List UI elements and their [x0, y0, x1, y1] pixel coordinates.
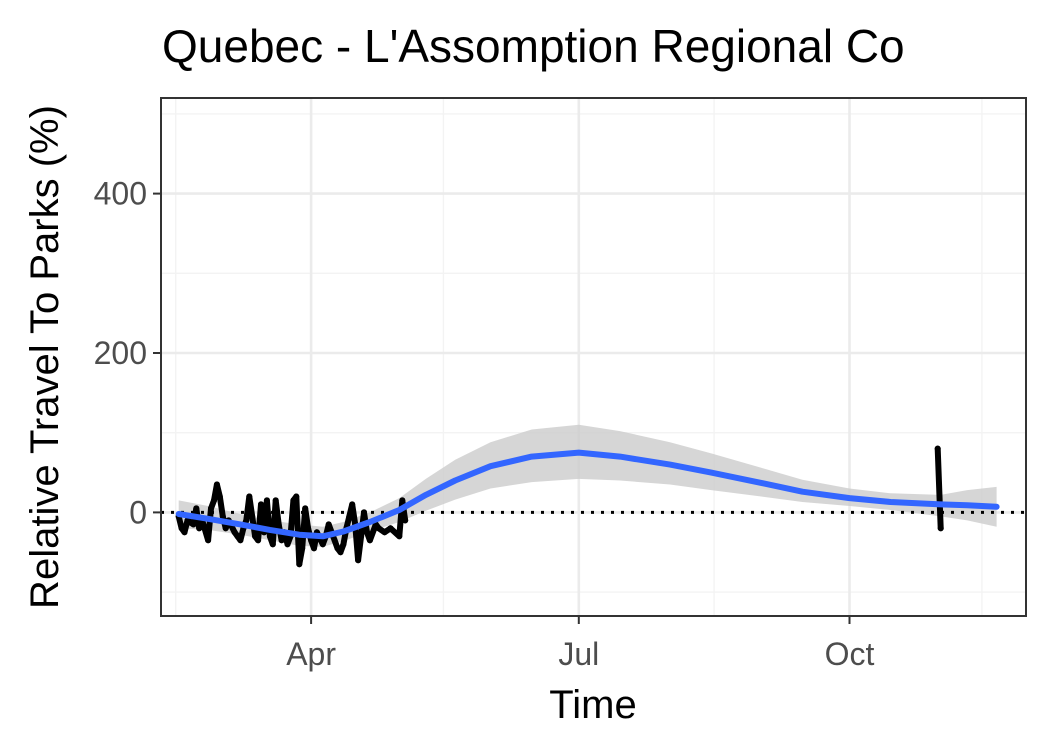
observed-point — [402, 517, 409, 524]
observed-point — [184, 517, 191, 524]
observed-point — [249, 513, 256, 520]
observed-point — [366, 537, 373, 544]
observed-point — [296, 561, 303, 568]
observed-point — [219, 513, 226, 520]
observed-point — [375, 525, 382, 532]
observed-point — [263, 497, 270, 504]
observed-point — [355, 557, 362, 564]
observed-point — [284, 541, 291, 548]
smoothed-series — [175, 449, 1000, 540]
observed-point — [196, 525, 203, 532]
observed-point — [243, 517, 250, 524]
observed-point — [934, 445, 941, 452]
observed-point — [337, 549, 344, 556]
observed-point — [190, 521, 197, 528]
observed-point — [255, 537, 262, 544]
observed-point — [299, 545, 306, 552]
observed-point — [302, 505, 309, 512]
x-tick-label: Jul — [558, 636, 599, 672]
observed-point — [937, 525, 944, 532]
observed-point — [246, 493, 253, 500]
observed-point — [381, 529, 388, 536]
observed-point — [205, 537, 212, 544]
observed-point — [358, 533, 365, 540]
x-tick-label: Apr — [286, 636, 336, 672]
observed-line-segment — [934, 445, 944, 532]
observed-point — [396, 533, 403, 540]
y-axis-title: Relative Travel To Parks (%) — [23, 105, 67, 609]
x-tick-label: Oct — [825, 636, 875, 672]
observed-point — [272, 497, 279, 504]
observed-point — [269, 541, 276, 548]
panel-border — [160, 97, 1027, 617]
observed-point — [275, 521, 282, 528]
y-axis: 0 200 400 — [94, 176, 161, 530]
observed-point — [237, 537, 244, 544]
observed-point — [278, 537, 285, 544]
observed-series — [175, 445, 944, 568]
observed-point — [208, 505, 214, 512]
observed-point — [340, 541, 347, 548]
x-axis-title: Time — [549, 683, 636, 727]
observed-point — [193, 505, 200, 512]
chart-title: Quebec - L'Assomption Regional Co — [162, 20, 905, 72]
observed-point — [266, 533, 273, 540]
observed-point — [222, 525, 229, 532]
observed-point — [319, 541, 326, 548]
y-tick-label: 400 — [94, 176, 147, 212]
observed-point — [305, 525, 312, 532]
observed-point — [293, 493, 300, 500]
observed-point — [258, 501, 264, 508]
observed-point — [181, 529, 188, 536]
observed-point — [308, 537, 315, 544]
x-axis: Apr Jul Oct — [286, 616, 875, 672]
observed-point — [399, 497, 406, 504]
observed-point — [349, 501, 356, 508]
observed-point — [311, 545, 317, 552]
observed-point — [216, 493, 223, 500]
smoothed-line — [175, 449, 1000, 540]
observed-point — [213, 481, 220, 488]
observed-point — [346, 513, 353, 520]
observed-point — [331, 537, 338, 544]
y-tick-label: 200 — [94, 335, 147, 371]
observed-point — [211, 497, 217, 504]
observed-point — [325, 521, 332, 528]
y-tick-label: 0 — [129, 494, 147, 530]
observed-point — [387, 525, 394, 532]
observed-point — [364, 529, 370, 536]
